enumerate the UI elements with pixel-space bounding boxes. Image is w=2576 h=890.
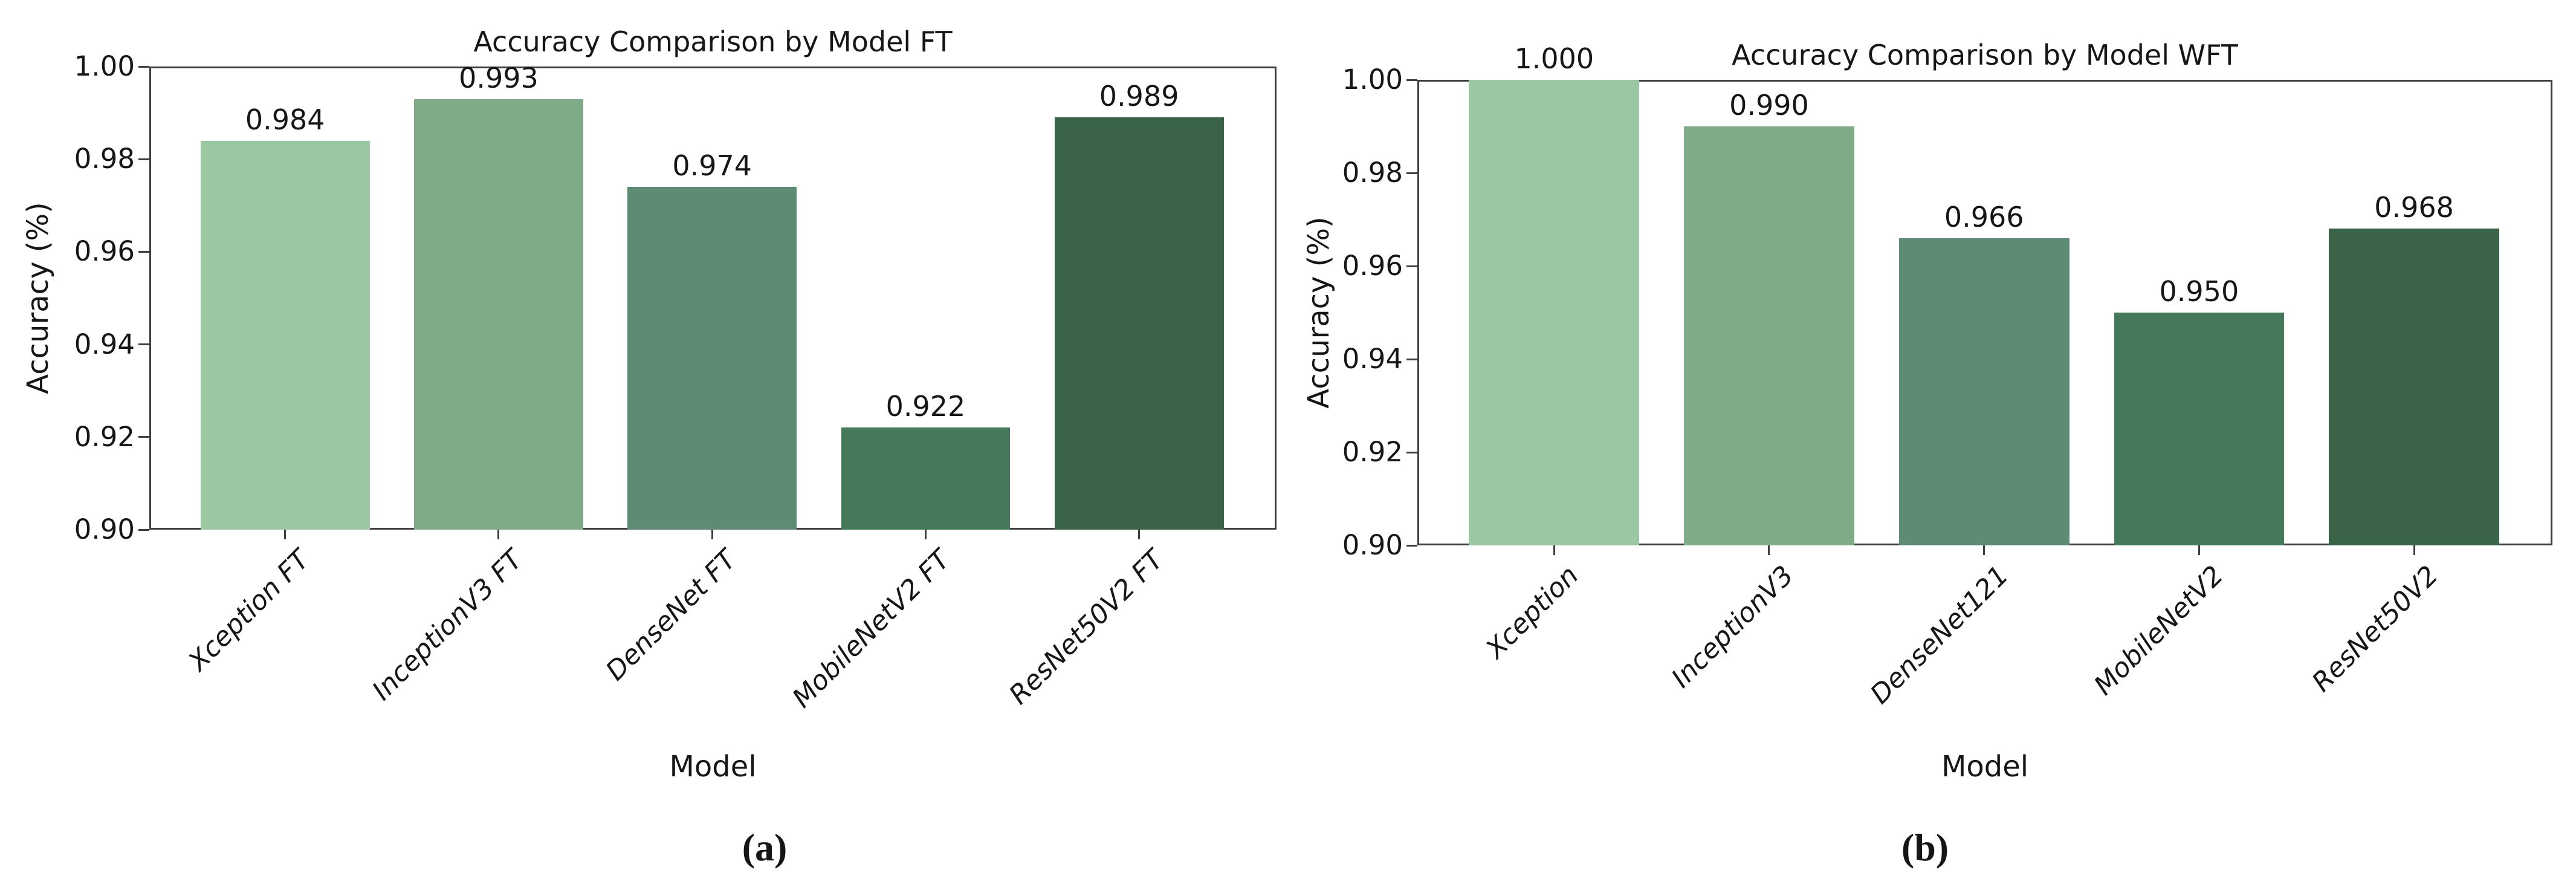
chart-b-title: Accuracy Comparison by Model WFT (1732, 39, 2238, 71)
y-tick-mark (1406, 358, 1417, 360)
bar-value-label: 0.966 (1944, 200, 2024, 233)
chart-b-caption: (b) (1901, 826, 1949, 869)
bar-value-label: 0.984 (245, 103, 325, 136)
y-tick-label: 0.94 (74, 328, 135, 360)
y-tick-mark (138, 436, 149, 438)
bar-value-label: 0.950 (2159, 275, 2239, 308)
x-tick-label: DenseNet FT (600, 544, 743, 687)
bar-value-label: 0.990 (1729, 89, 1809, 122)
x-tick-label: DenseNet121 (1864, 560, 2015, 710)
bar (1898, 238, 2070, 545)
y-tick-label: 0.96 (74, 235, 135, 268)
x-tick-mark (2413, 545, 2415, 555)
x-tick-mark (1553, 545, 1555, 555)
y-tick-label: 0.96 (1342, 250, 1403, 282)
chart-a-y-axis-label: Accuracy (%) (21, 202, 55, 394)
bar (2329, 229, 2499, 545)
bar (1684, 126, 1854, 545)
y-tick-mark (1406, 79, 1417, 81)
y-tick-mark (1406, 172, 1417, 174)
x-tick-mark (924, 530, 927, 539)
x-tick-mark (2198, 545, 2200, 555)
y-tick-label: 0.92 (74, 420, 135, 453)
y-tick-label: 0.98 (74, 143, 135, 175)
y-tick-label: 1.00 (74, 50, 135, 82)
chart-a-x-axis-label: Model (669, 750, 757, 784)
bar (200, 140, 370, 530)
bar (1054, 117, 1224, 530)
y-tick-label: 1.00 (1342, 63, 1403, 96)
x-tick-mark (284, 530, 286, 539)
x-tick-mark (711, 530, 713, 539)
bar (841, 427, 1011, 530)
y-tick-mark (1406, 451, 1417, 453)
bar (1469, 80, 1640, 545)
y-tick-mark (138, 250, 149, 253)
chart-b-x-axis-label: Model (1941, 750, 2029, 784)
bar (627, 187, 797, 530)
x-tick-label: MobileNetV2 FT (786, 544, 956, 714)
x-tick-label: Xception (1480, 560, 1585, 664)
bar-value-label: 0.989 (1099, 80, 1179, 113)
y-tick-mark (1406, 265, 1417, 267)
y-tick-mark (1406, 544, 1417, 547)
x-tick-label: InceptionV3 FT (366, 544, 529, 707)
bar (2114, 313, 2285, 545)
y-tick-mark (138, 65, 149, 68)
chart-a-caption: (a) (742, 826, 788, 869)
x-tick-label: ResNet50V2 (2306, 560, 2445, 698)
chart-a-title: Accuracy Comparison by Model FT (473, 25, 953, 58)
x-tick-label: InceptionV3 (1665, 560, 1800, 694)
x-tick-label: Xception FT (183, 544, 316, 677)
y-tick-label: 0.94 (1342, 343, 1403, 375)
y-tick-label: 0.90 (74, 513, 135, 545)
bar-value-label: 0.993 (459, 61, 539, 94)
y-tick-label: 0.98 (1342, 157, 1403, 189)
bar-value-label: 0.922 (885, 390, 966, 423)
x-tick-mark (1768, 545, 1770, 555)
y-tick-label: 0.92 (1342, 436, 1403, 468)
chart-b-y-axis-label: Accuracy (%) (1302, 216, 1336, 409)
x-tick-mark (497, 530, 500, 539)
y-tick-mark (138, 528, 149, 531)
x-tick-mark (1983, 545, 1985, 555)
bar (414, 99, 583, 530)
x-tick-label: ResNet50V2 FT (1003, 544, 1170, 711)
y-tick-label: 0.90 (1342, 529, 1403, 561)
bar-value-label: 0.974 (672, 149, 752, 183)
y-tick-mark (138, 158, 149, 160)
bar-value-label: 0.968 (2374, 191, 2454, 224)
bar-value-label: 1.000 (1514, 42, 1594, 75)
y-tick-mark (138, 343, 149, 346)
x-tick-label: MobileNetV2 (2088, 560, 2230, 701)
x-tick-mark (1138, 530, 1141, 539)
